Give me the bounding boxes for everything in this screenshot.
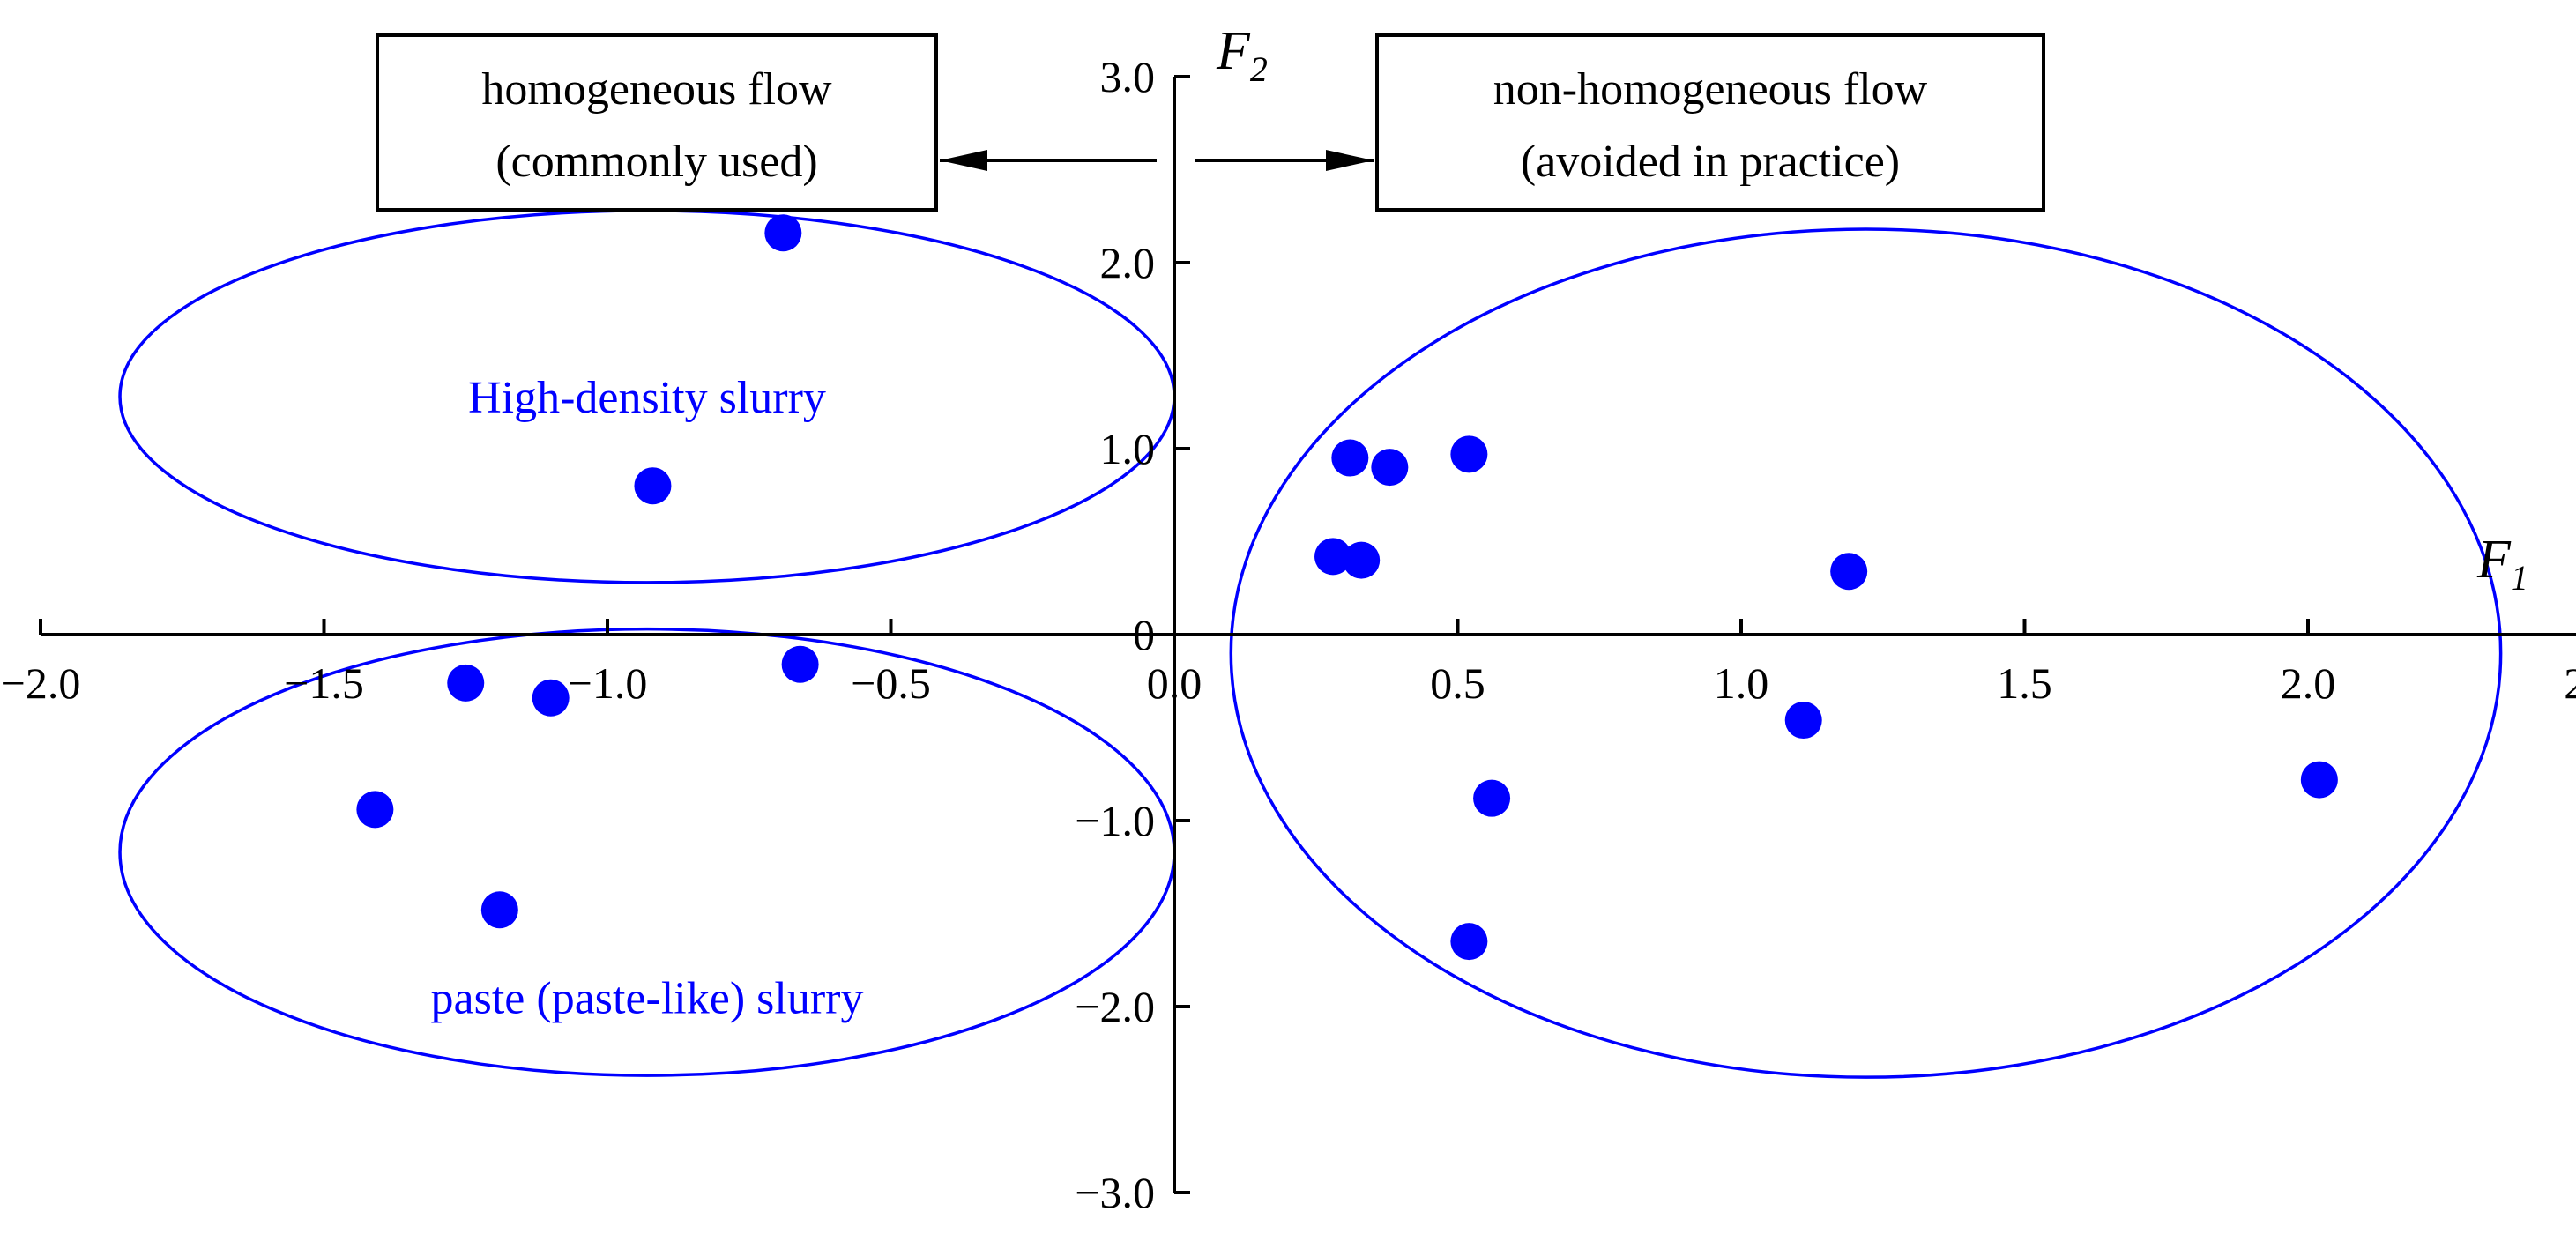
y-ticks: 3.0 2.0 1.0 0 −1.0 −2.0 −3.0 bbox=[1075, 52, 1190, 1217]
y-tick-label: 2.0 bbox=[1100, 238, 1156, 287]
data-point bbox=[1314, 538, 1352, 576]
annotation-non-homogeneous-flow: non-homogeneous flow (avoided in practic… bbox=[1195, 33, 2045, 212]
data-point bbox=[1450, 435, 1488, 473]
y-tick-label: 3.0 bbox=[1100, 52, 1156, 101]
x-tick-label: 2.0 bbox=[2281, 658, 2336, 708]
data-point bbox=[1343, 541, 1381, 579]
annotation-line: non-homogeneous flow bbox=[1493, 64, 1928, 115]
x-axis-title: F1 bbox=[2476, 530, 2528, 598]
annotation-line: (commonly used) bbox=[495, 137, 817, 187]
x-tick-label: −2.0 bbox=[1, 658, 81, 708]
data-point bbox=[781, 645, 819, 683]
x-tick-label: 1.5 bbox=[1997, 658, 2052, 708]
x-tick-label: −0.5 bbox=[851, 658, 931, 708]
x-tick-label: 0.0 bbox=[1147, 658, 1202, 708]
data-points bbox=[356, 214, 2338, 961]
data-point bbox=[1371, 449, 1409, 487]
data-point bbox=[1784, 702, 1822, 740]
data-point bbox=[356, 791, 394, 829]
axes bbox=[41, 77, 2576, 1193]
data-point bbox=[2300, 761, 2338, 799]
x-tick-label: −1.0 bbox=[568, 658, 648, 708]
clusters: High-density slurry paste (paste-like) sl… bbox=[118, 209, 2503, 1079]
y-axis-title: F2 bbox=[1216, 21, 1268, 89]
cluster-label: paste (paste-like) slurry bbox=[431, 973, 864, 1023]
y-tick-label: 0 bbox=[1133, 610, 1155, 659]
data-point bbox=[1331, 439, 1369, 477]
x-ticks: −2.0 −1.5 −1.0 −0.5 0.0 0.5 1.0 1.5 2.0 2.5 bbox=[1, 619, 2576, 708]
annotation-line: (avoided in practice) bbox=[1521, 137, 1900, 187]
x-tick-label: 2.5 bbox=[2564, 658, 2576, 708]
data-point bbox=[480, 891, 518, 929]
data-point bbox=[1450, 923, 1488, 961]
data-point bbox=[1473, 779, 1511, 817]
y-tick-label: −2.0 bbox=[1075, 982, 1155, 1031]
x-tick-label: 0.5 bbox=[1430, 658, 1485, 708]
data-point bbox=[1830, 553, 1868, 591]
data-point bbox=[447, 664, 485, 702]
cluster-label: High-density slurry bbox=[468, 373, 826, 423]
data-point bbox=[764, 214, 802, 252]
data-point bbox=[532, 679, 570, 717]
x-tick-label: 1.0 bbox=[1714, 658, 1769, 708]
annotation-line: homogeneous flow bbox=[481, 64, 832, 115]
cluster-ellipse bbox=[1229, 227, 2503, 1079]
y-tick-label: −1.0 bbox=[1075, 796, 1155, 845]
data-point bbox=[634, 467, 672, 505]
y-tick-label: −3.0 bbox=[1075, 1168, 1155, 1217]
y-tick-label: 1.0 bbox=[1100, 424, 1156, 473]
x-tick-label: −1.5 bbox=[284, 658, 364, 708]
annotation-homogeneous-flow: homogeneous flow (commonly used) bbox=[376, 33, 1157, 212]
